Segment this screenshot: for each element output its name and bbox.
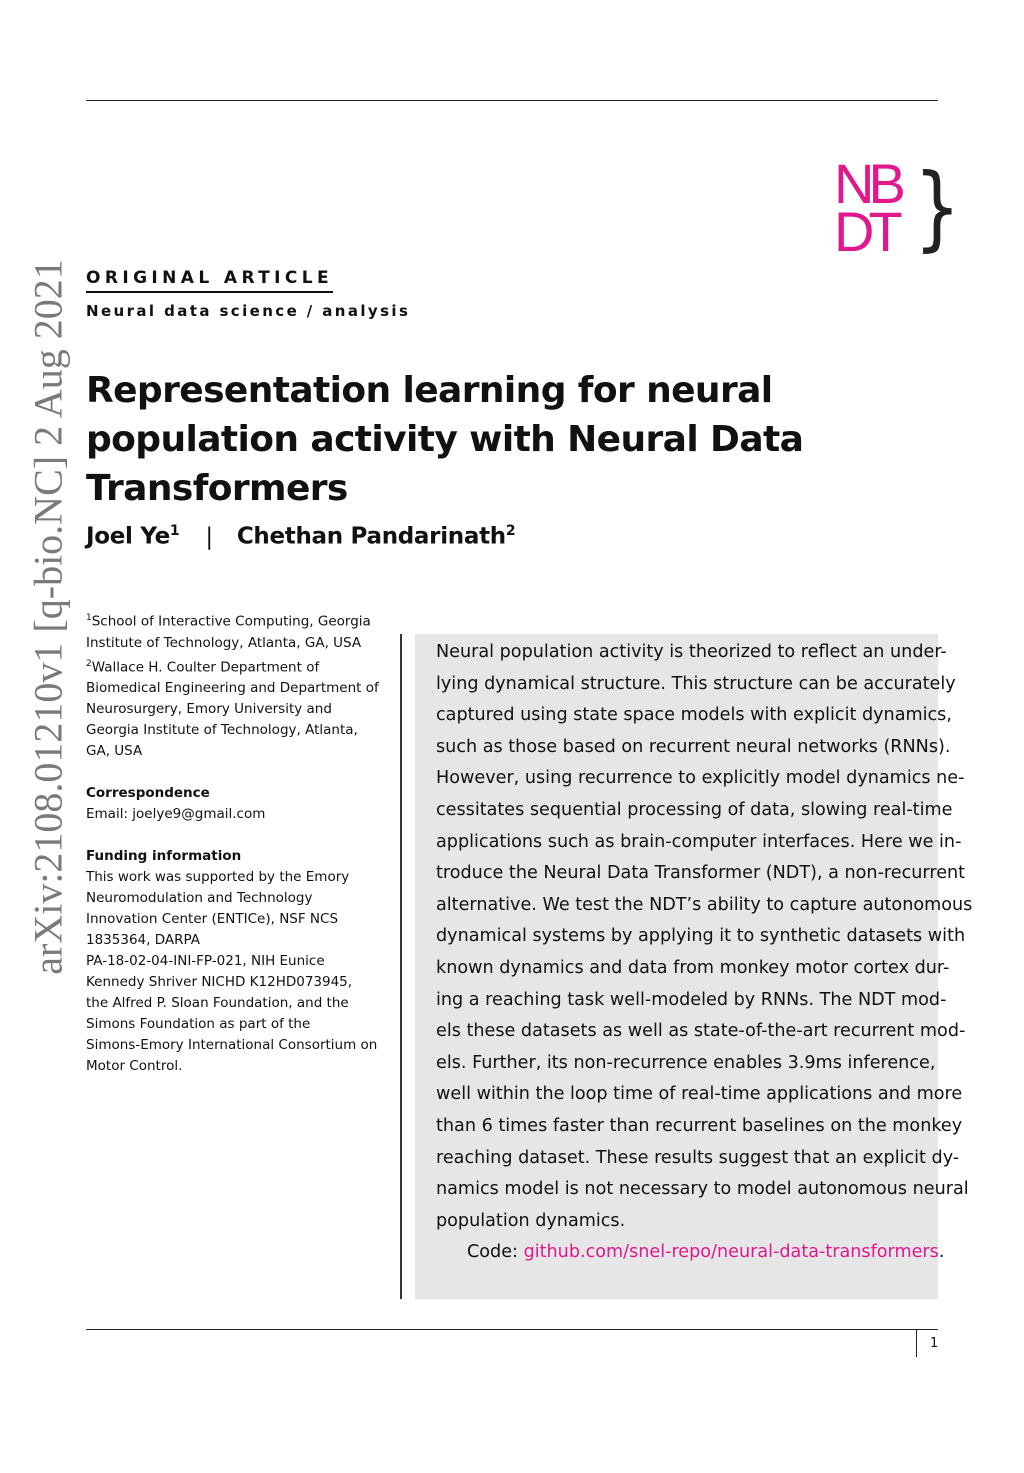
abstract-line: such as those based on recurrent neural … — [436, 736, 951, 757]
abstract-line: els. Further, its non-recurrence enables… — [436, 1052, 936, 1073]
arxiv-stamp: arXiv:2108.01210v1 [q-bio.NC] 2 Aug 2021 — [25, 259, 71, 975]
abstract-line: applications such as brain-computer inte… — [436, 831, 962, 852]
funding-line: Simons-Emory International Consortium on — [86, 1037, 378, 1053]
abstract-line: namics model is not necessary to model a… — [436, 1179, 969, 1200]
abstract-line: troduce the Neural Data Transformer (NDT… — [436, 863, 966, 884]
funding-line: the Alfred P. Sloan Foundation, and the — [86, 995, 349, 1011]
funding-line: Simons Foundation as part of the — [86, 1016, 311, 1032]
abstract-line: dynamical systems by applying it to synt… — [436, 926, 966, 947]
code-link[interactable]: github.com/snel-repo/neural-data-transfo… — [523, 1242, 939, 1263]
abstract-line: Neural population activity is theorized … — [436, 642, 947, 662]
affiliations-column: 1School of Interactive Computing, Georgi… — [86, 608, 386, 1077]
affiliation-line: 2Wallace H. Coulter Department of — [86, 654, 386, 679]
article-type: ORIGINAL ARTICLE — [86, 268, 334, 293]
funding-line: Motor Control. — [86, 1058, 183, 1074]
code-end: . — [938, 1242, 945, 1263]
subject-area: Neural data science / analysis — [86, 302, 411, 320]
abstract-line: reaching dataset. These results suggest … — [436, 1147, 960, 1168]
abstract-line: However, using recurrence to explicitly … — [436, 768, 965, 789]
author-name: Joel Ye — [86, 523, 170, 550]
bottom-rule — [86, 1329, 938, 1330]
journal-logo: NB DT } — [834, 152, 961, 263]
abstract-line: alternative. We test the NDT’s ability t… — [436, 894, 973, 915]
paper-title: Representation learning for neural popul… — [86, 370, 804, 509]
affiliation-line: Institute of Technology, Atlanta, GA, US… — [86, 634, 362, 651]
abstract-line: ing a reaching task well-modeled by RNNs… — [436, 989, 947, 1010]
affil-text: Wallace H. Coulter Department of — [91, 659, 320, 675]
funding-line: Kennedy Shriver NICHD K12HD073945, — [86, 974, 353, 990]
abstract-box — [415, 634, 938, 1299]
abstract-lines: Neural population activity is theorized … — [436, 637, 972, 1237]
correspondence-email[interactable]: Email: joelye9@gmail.com — [86, 806, 266, 822]
abstract-line: population dynamics. — [436, 1210, 626, 1231]
code-line: Code: github.com/snel-repo/neural-data-t… — [436, 1237, 972, 1269]
abstract-text: Neural population activity is theorized … — [436, 637, 972, 1269]
affiliation-line: GA, USA — [86, 743, 143, 759]
logo-dt: DT — [834, 200, 903, 263]
funding-line: PA-18-02-04-INI-FP-021, NIH Eunice — [86, 953, 325, 969]
author-name: Chethan Pandarinath — [236, 523, 506, 550]
logo-nb: NB — [834, 152, 906, 215]
correspondence-heading: Correspondence — [86, 785, 210, 801]
affiliation-line: 1School of Interactive Computing, Georgi… — [86, 608, 386, 633]
abstract-line: well within the loop time of real-time a… — [436, 1084, 963, 1105]
abstract-line: els these datasets as well as state-of-t… — [436, 1021, 966, 1042]
abstract-line: known dynamics and data from monkey moto… — [436, 957, 950, 978]
funding-text: This work was supported by the Emory Neur… — [86, 867, 386, 1077]
abstract-line: cessitates sequential processing of data… — [436, 799, 953, 820]
page-number: 1 — [930, 1336, 939, 1351]
author-affil-sup: 2 — [505, 523, 516, 539]
code-label: Code: — [467, 1242, 524, 1263]
affil-sup: 2 — [86, 658, 92, 669]
footer-divider — [916, 1330, 917, 1357]
funding-heading: Funding information — [86, 848, 242, 864]
affil-sup: 1 — [86, 613, 92, 623]
abstract-line: lying dynamical structure. This structur… — [436, 673, 956, 694]
affiliation-line: Neurosurgery, Emory University and — [86, 701, 332, 717]
abstract-bar — [400, 634, 402, 1299]
funding-line: Innovation Center (ENTICe), NSF NCS — [86, 911, 339, 927]
logo-brace: } — [913, 154, 961, 261]
author-separator: | — [205, 523, 213, 550]
author-list: Joel Ye1 | Chethan Pandarinath2 — [86, 523, 516, 550]
affiliation-line: Georgia Institute of Technology, Atlanta… — [86, 722, 358, 738]
top-rule — [86, 100, 938, 101]
abstract-line: captured using state space models with e… — [436, 705, 952, 726]
author-affil-sup: 1 — [169, 523, 180, 539]
affiliation-line: Biomedical Engineering and Department of — [86, 680, 379, 696]
funding-line: 1835364, DARPA — [86, 932, 200, 948]
affil-text: School of Interactive Computing, Georgia — [91, 613, 371, 630]
abstract-line: than 6 times faster than recurrent basel… — [436, 1115, 963, 1136]
funding-line: This work was supported by the Emory — [86, 869, 350, 885]
funding-line: Neuromodulation and Technology — [86, 890, 313, 906]
